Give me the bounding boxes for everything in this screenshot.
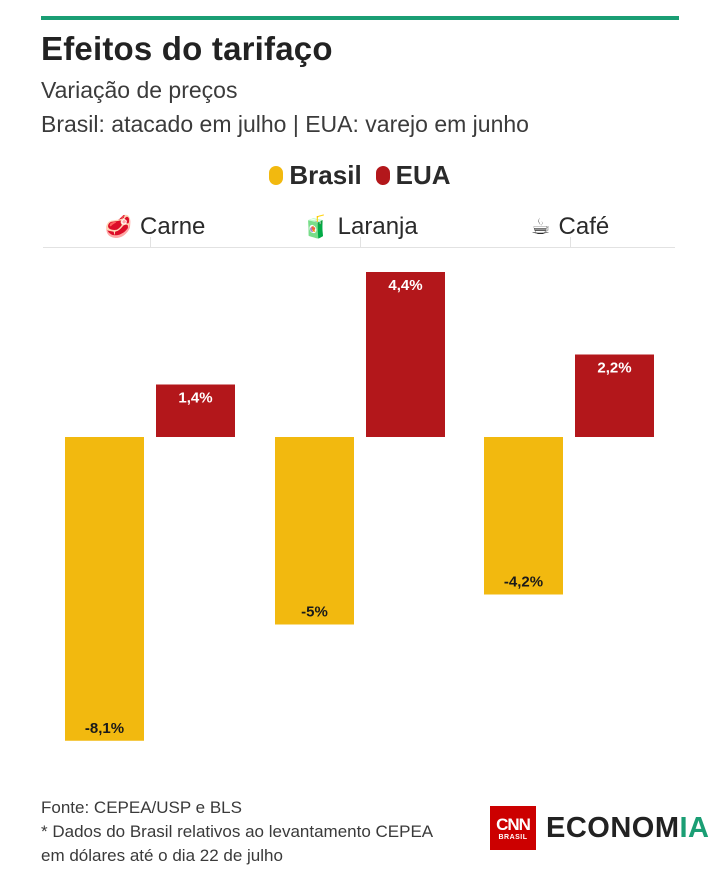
chart-subtitle-detail: Brasil: atacado em julho | EUA: varejo e… [41,111,529,137]
bar-brasil-carne [65,437,144,741]
data-label-brasil-cafe: -4,2% [504,574,543,591]
legend-label-brasil: Brasil [289,160,362,190]
category-label-carne: Carne [140,213,206,240]
coffee-icon: ☕ [530,214,551,239]
footnote-line-2: em dólares até o dia 22 de julho [41,846,283,865]
legend-item-eua: EUA [375,160,451,191]
category-header-laranja: 🧃 Laranja [265,210,455,244]
footnote-line-1: * Dados do Brasil relativos ao levantame… [41,822,434,841]
category-label-laranja: Laranja [337,213,418,240]
chart-subtitle: Variação de preços [41,77,238,103]
bar-eua-laranja [366,272,445,437]
meat-icon: 🥩 [104,214,133,239]
legend: Brasil EUA [0,160,720,191]
data-label-eua-carne: 1,4% [178,390,212,407]
cnn-logo-brasil-text: BRASIL [498,833,528,841]
category-divider-tick [570,237,571,247]
category-divider-tick [360,237,361,247]
legend-item-brasil: Brasil [269,160,362,191]
source-text: Fonte: CEPEA/USP e BLS [41,798,242,817]
legend-label-eua: EUA [395,160,451,190]
economia-logo: ECONOMIA [546,812,710,845]
legend-swatch-eua [375,166,390,185]
legend-swatch-brasil [269,166,284,185]
economia-logo-accent: IA [679,812,710,844]
data-label-eua-cafe: 2,2% [597,360,631,377]
juice-box-icon: 🧃 [302,214,330,239]
category-divider-tick [150,237,151,247]
cnn-brasil-logo: CNN BRASIL [490,806,536,850]
bar-brasil-cafe [484,437,563,595]
category-header-carne: 🥩 Carne [60,210,250,244]
data-label-brasil-carne: -8,1% [85,720,124,737]
data-label-brasil-laranja: -5% [301,604,328,621]
top-accent-rule [41,16,679,20]
category-header-rule [43,247,675,248]
data-label-eua-laranja: 4,4% [388,277,422,294]
economia-logo-main: ECONOM [546,812,680,844]
category-label-cafe: Café [558,213,610,240]
category-header-cafe: ☕ Café [475,210,665,244]
cnn-logo-text: CNN [496,814,531,834]
chart-footer: Fonte: CEPEA/USP e BLS * Dados do Brasil… [41,796,433,868]
bar-eua-cafe [575,354,654,437]
chart-title: Efeitos do tarifaço [41,30,333,67]
bar-brasil-laranja [275,437,354,625]
bar-eua-carne [156,384,235,437]
